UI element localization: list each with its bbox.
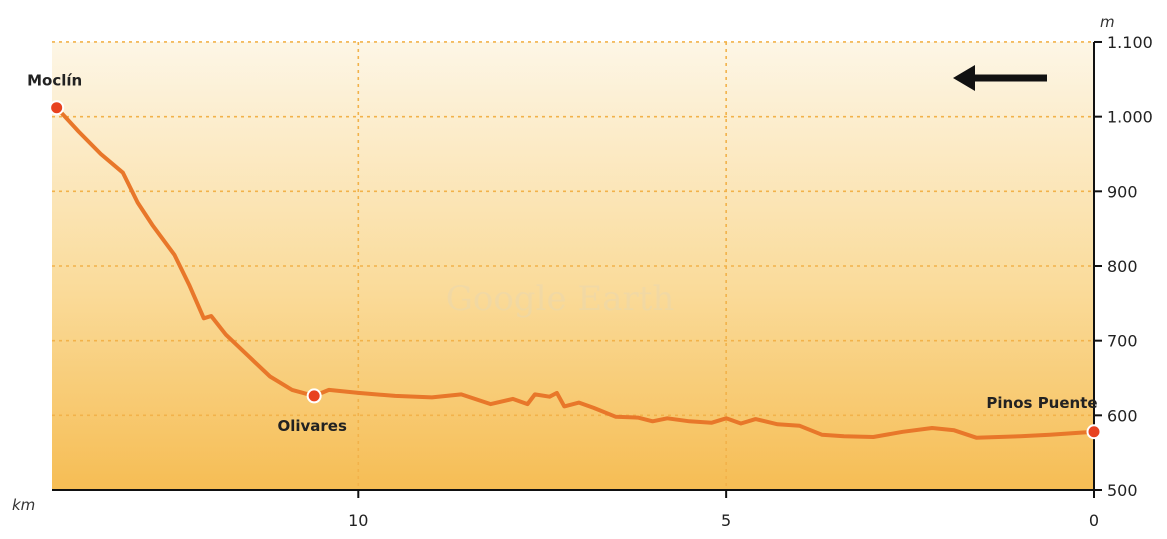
x-ticks: 10 5 0 (348, 490, 1099, 530)
x-tick-label: 10 (348, 511, 368, 530)
x-tick-label: 0 (1089, 511, 1099, 530)
place-marker (306, 388, 322, 404)
y-tick-label: 500 (1107, 481, 1138, 500)
y-tick-label: 700 (1107, 332, 1138, 351)
place-label: Pinos Puente (986, 394, 1097, 412)
elevation-line (54, 105, 1096, 440)
x-tick-label: 5 (721, 511, 731, 530)
y-tick-label: 1.000 (1107, 108, 1153, 127)
y-axis-unit-label: m (1100, 13, 1115, 31)
y-ticks: 500 600 700 800 900 1.000 1.100 (1094, 33, 1153, 500)
grid-lines (52, 41, 1094, 490)
watermark: Google Earth (446, 279, 675, 319)
place-marker (49, 100, 65, 116)
y-tick-label: 600 (1107, 406, 1138, 425)
x-axis-unit-label: km (12, 496, 35, 514)
place-annotations: Moclín Olivares Pinos Puente (27, 72, 1102, 440)
y-tick-label: 800 (1107, 257, 1138, 276)
direction-arrow-icon (953, 65, 1047, 91)
place-label: Olivares (277, 417, 347, 435)
place-marker (1086, 424, 1102, 440)
y-tick-label: 900 (1107, 182, 1138, 201)
place-label: Moclín (27, 72, 82, 90)
y-tick-label: 1.100 (1107, 33, 1153, 52)
